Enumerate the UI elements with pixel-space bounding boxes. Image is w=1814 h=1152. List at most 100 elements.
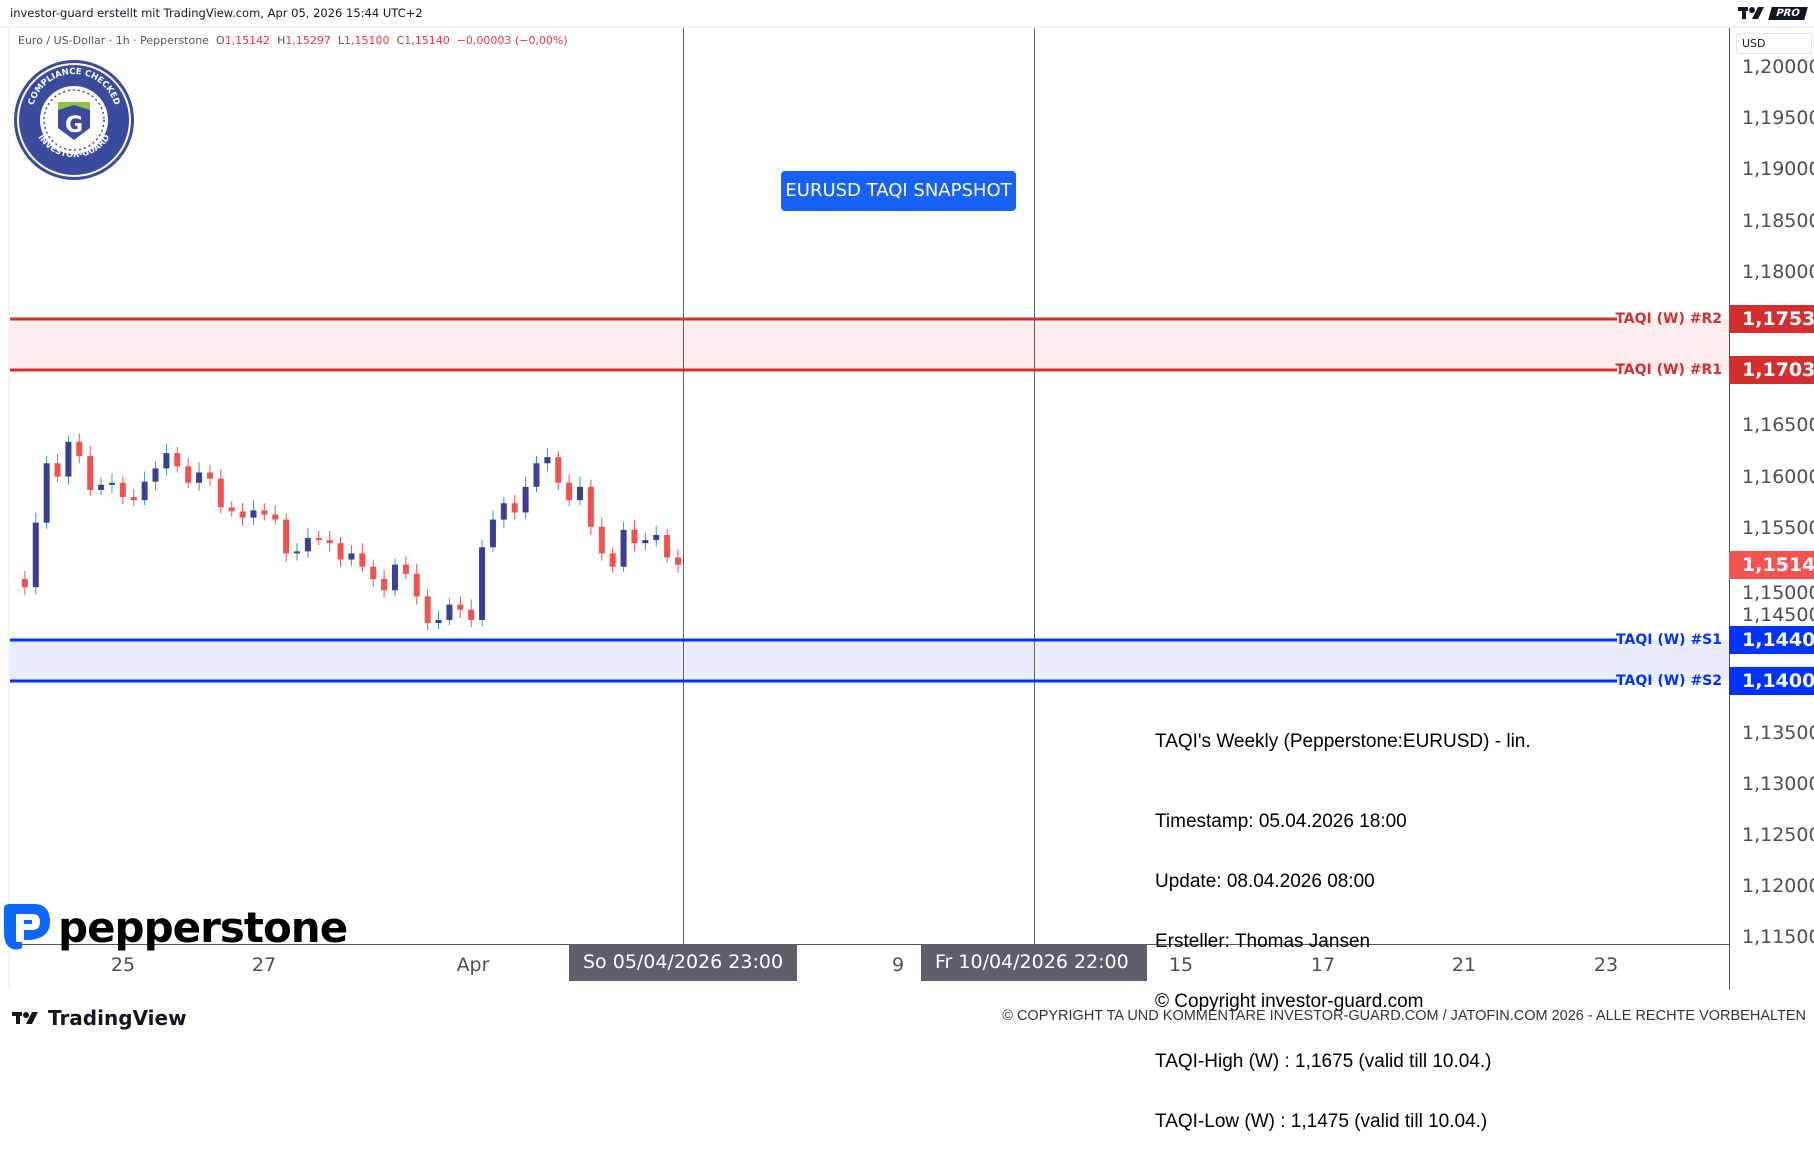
candle-body — [196, 472, 203, 483]
candle-body — [533, 463, 540, 487]
candle-body — [402, 564, 409, 574]
vertical-line-2[interactable] — [1034, 28, 1035, 944]
candle — [185, 458, 192, 488]
candlestick-chart[interactable] — [0, 0, 1814, 1035]
candle-body — [348, 553, 355, 560]
candle-body — [108, 482, 115, 485]
candle — [511, 495, 518, 520]
candle-body — [555, 457, 562, 483]
high-label: H — [277, 34, 286, 47]
candle — [402, 556, 409, 579]
low-value: 1,15100 — [344, 34, 390, 47]
price-tick: 1,13000 — [1742, 772, 1814, 795]
low-label: L — [337, 34, 345, 47]
candle-body — [239, 511, 246, 518]
time-tick: 9 — [891, 954, 905, 976]
info-title: TAQI's Weekly (Pepperstone:EURUSD) - lin… — [1155, 731, 1531, 752]
candle-body — [185, 466, 192, 483]
candle — [566, 474, 573, 507]
candle — [664, 528, 671, 563]
candle-body — [642, 540, 649, 544]
taqi-level-line[interactable] — [10, 679, 1617, 683]
change-value: −0,00003 (−0,00%) — [456, 34, 568, 47]
compliance-badge-logo: COMPLIANCE CHECKED INVESTOR-GUARD G — [12, 58, 136, 186]
candle — [239, 503, 246, 526]
candle-body — [577, 486, 584, 501]
crosshair-time-label-2: Fr 10/04/2026 22:00 — [921, 944, 1147, 981]
open-value: 1,15142 — [224, 34, 271, 47]
candle-body — [522, 486, 529, 513]
candle — [598, 517, 605, 561]
candle — [587, 479, 594, 535]
close-label: C — [396, 34, 405, 47]
candle — [381, 569, 388, 598]
vertical-line-1[interactable] — [683, 28, 684, 944]
candle-body — [337, 543, 344, 560]
candle — [196, 462, 203, 491]
candle — [522, 476, 529, 519]
candle-body — [54, 463, 61, 477]
taqi-level-line[interactable] — [10, 317, 1617, 321]
candle-body — [359, 553, 366, 567]
candle — [272, 505, 279, 525]
candle-body — [446, 604, 453, 620]
snapshot-button[interactable]: EURUSD TAQI SNAPSHOT — [781, 171, 1016, 211]
pepperstone-wordmark: pepperstone — [58, 902, 348, 952]
pepperstone-p-icon — [4, 904, 50, 950]
taqi-level-line[interactable] — [10, 638, 1617, 642]
candle-body — [98, 484, 105, 490]
tradingview-logo-icon — [12, 1012, 38, 1024]
candle — [391, 558, 398, 597]
divider — [0, 26, 1814, 28]
candle-body — [76, 441, 83, 457]
candle — [370, 559, 377, 588]
tradingview-logo-icon — [1738, 7, 1765, 19]
candle-body — [468, 609, 475, 620]
symbol-name[interactable]: Euro / US-Dollar · 1h · Pepperstone — [18, 34, 209, 47]
candle-body — [370, 566, 377, 579]
candle — [435, 610, 442, 630]
divider — [8, 28, 10, 990]
candle — [359, 543, 366, 572]
tradingview-pro-logo: PRO — [1738, 4, 1808, 22]
candle — [348, 545, 355, 566]
candle-body — [152, 468, 159, 482]
taqi-level-line[interactable] — [10, 368, 1617, 372]
candle — [446, 598, 453, 626]
candle — [217, 469, 224, 514]
candle — [315, 530, 322, 546]
candle-body — [435, 619, 442, 624]
time-tick: 23 — [1593, 954, 1619, 976]
candle-body — [315, 538, 322, 541]
close-value: 1,15140 — [404, 34, 450, 47]
candle-body — [653, 534, 660, 541]
taqi-info-text: TAQI's Weekly (Pepperstone:EURUSD) - lin… — [1155, 692, 1531, 1152]
candle-body — [228, 507, 235, 512]
currency-label[interactable]: USD — [1736, 33, 1812, 54]
candle-body — [326, 540, 333, 544]
candle — [152, 461, 159, 490]
candle — [304, 527, 311, 558]
candle — [21, 570, 28, 596]
candle — [76, 433, 83, 464]
candle — [87, 445, 94, 497]
level-price-label: 1,17038 — [1729, 356, 1814, 385]
time-tick: 15 — [1168, 954, 1194, 976]
level-price-label: 1,14002 — [1729, 667, 1814, 696]
info-line: TAQI-Low (W) : 1,1475 (valid till 10.04.… — [1155, 1111, 1488, 1132]
candle — [163, 443, 170, 476]
candle — [675, 549, 681, 573]
price-tick: 1,20000 — [1742, 56, 1814, 78]
info-line: TAQI-High (W) : 1,1675 (valid till 10.04… — [1155, 1051, 1492, 1072]
candle-body — [664, 534, 671, 558]
price-tick: 1,15500 — [1742, 516, 1814, 539]
candle-body — [217, 478, 224, 508]
candle — [642, 532, 649, 551]
candle-body — [43, 463, 50, 523]
candle-body — [413, 573, 420, 597]
price-tick: 1,15000 — [1742, 582, 1814, 604]
candle — [631, 519, 638, 552]
candle-body — [141, 481, 148, 501]
candle-body — [479, 547, 486, 620]
price-tick: 1,12500 — [1742, 824, 1814, 846]
